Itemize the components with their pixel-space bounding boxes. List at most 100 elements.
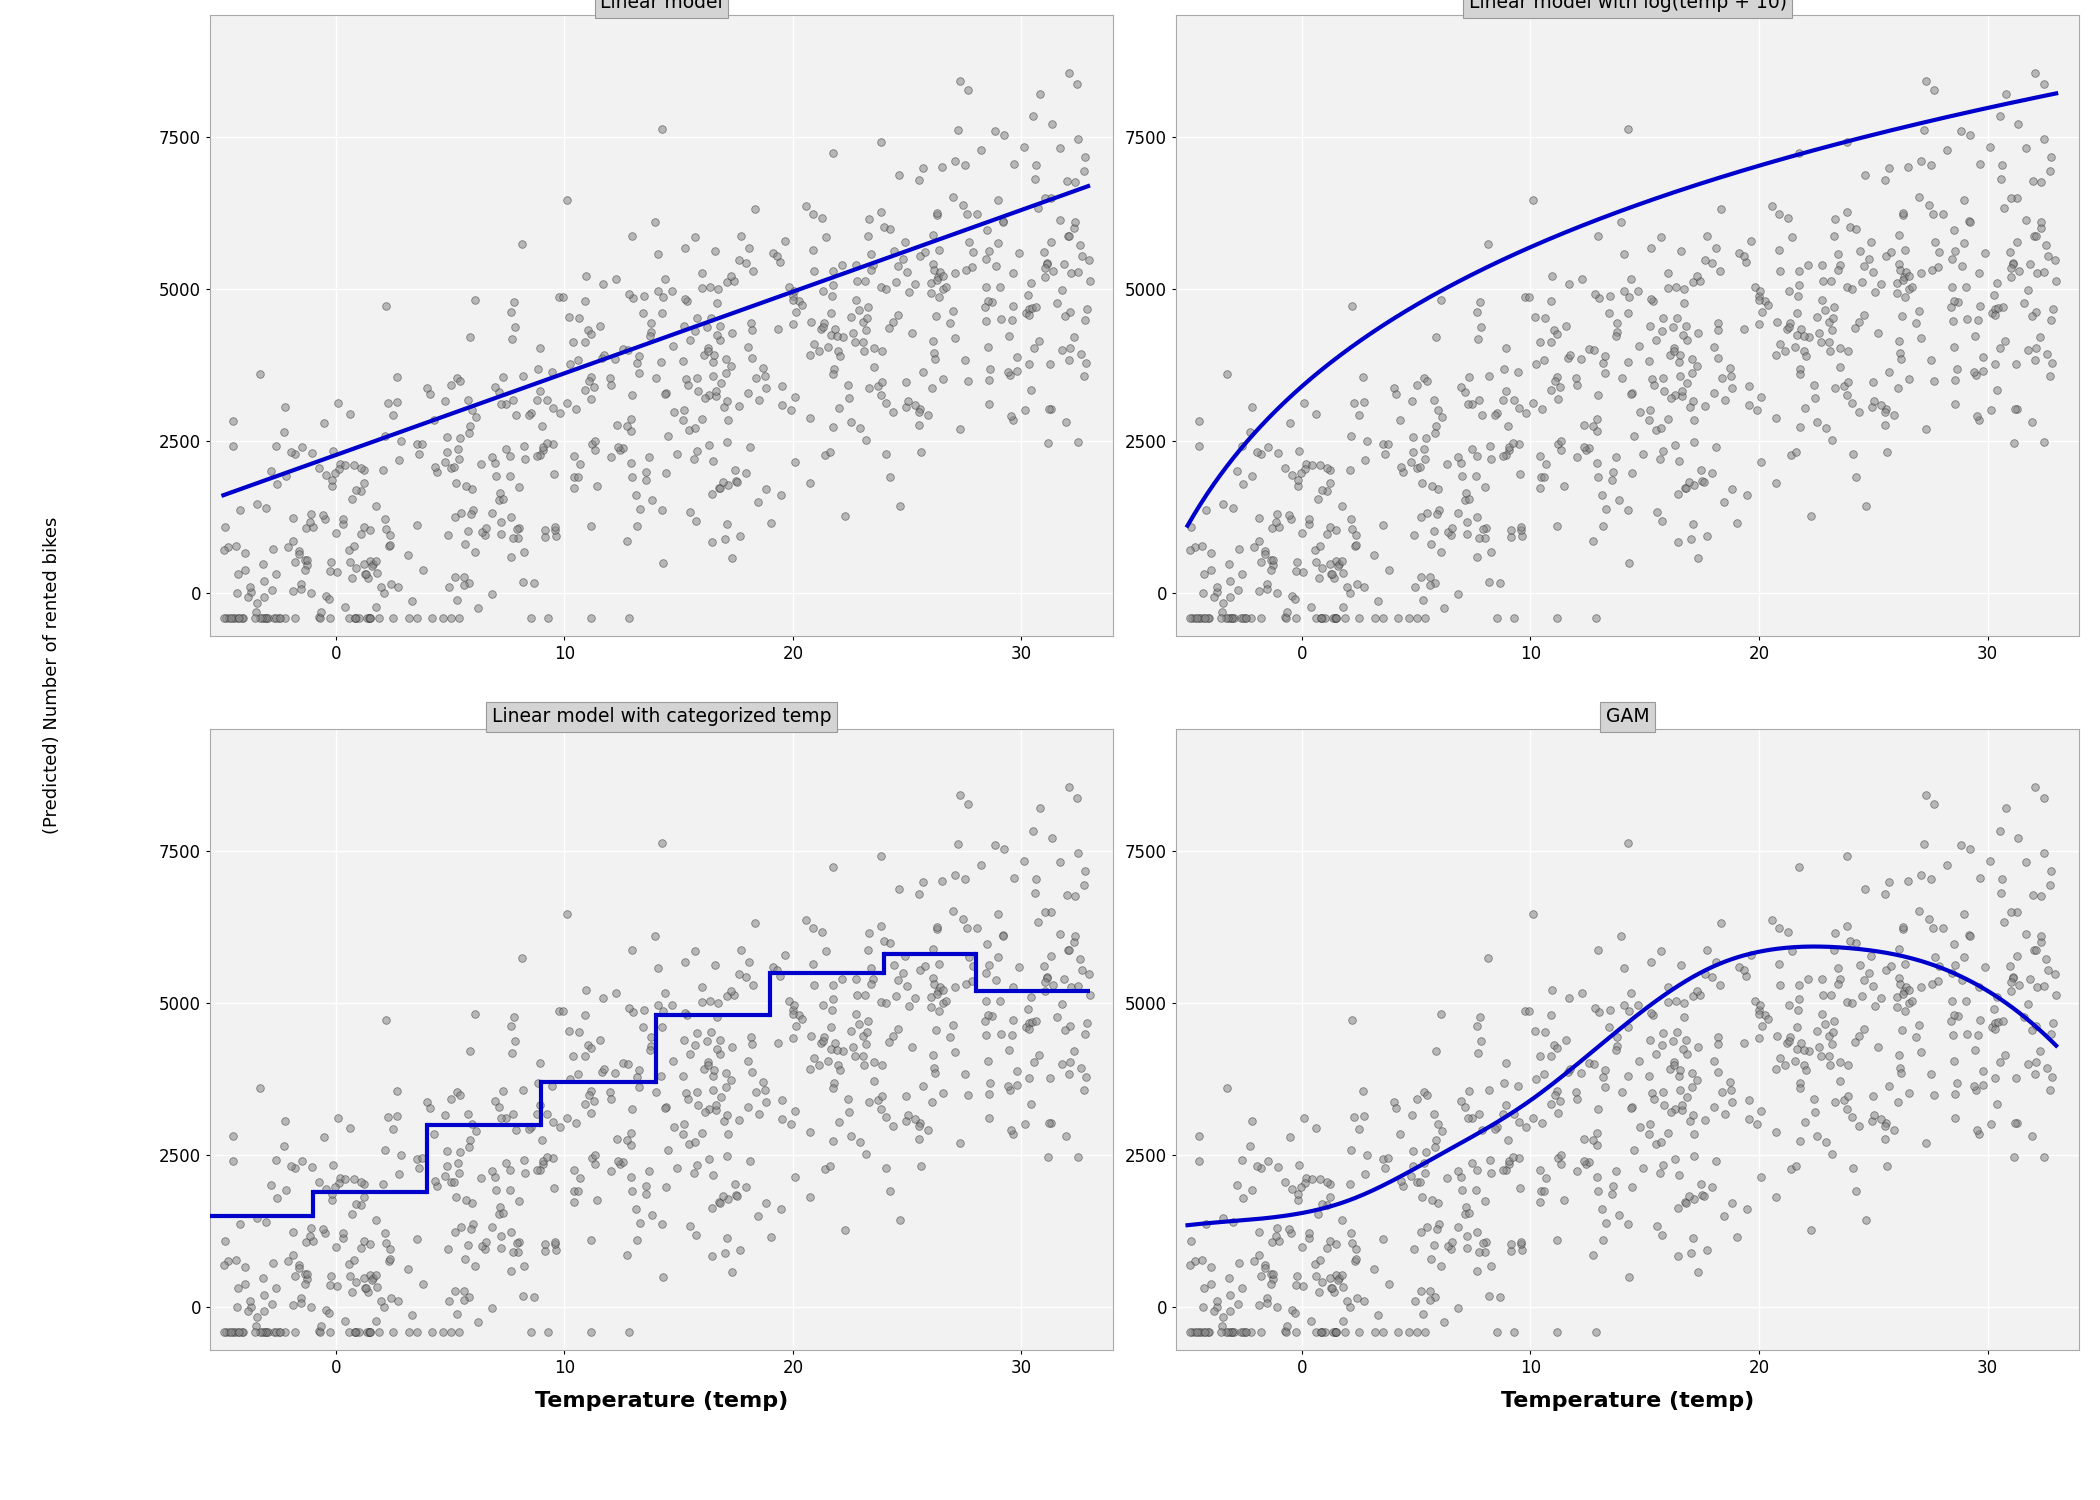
Point <box>712 1122 746 1146</box>
Point <box>880 969 914 993</box>
Point <box>1905 975 1938 999</box>
Point <box>225 606 258 630</box>
Point <box>972 393 1006 417</box>
Point <box>1890 261 1924 285</box>
Point <box>1961 975 1995 999</box>
Point <box>855 242 888 266</box>
Point <box>1783 260 1816 284</box>
Point <box>1774 442 1808 466</box>
Point <box>2029 232 2062 256</box>
Point <box>645 302 678 326</box>
Point <box>1228 1320 1262 1344</box>
Point <box>995 261 1029 285</box>
Point <box>262 1320 296 1344</box>
Point <box>1315 1276 1348 1300</box>
Point <box>1644 1130 1678 1154</box>
Point <box>1888 999 1922 1023</box>
Point <box>216 435 250 459</box>
Point <box>979 118 1012 142</box>
Point <box>1317 566 1350 590</box>
Point <box>1814 270 1848 294</box>
Point <box>756 956 790 980</box>
Point <box>1441 582 1474 606</box>
Point <box>1522 1044 1556 1068</box>
Point <box>1779 1154 1812 1178</box>
Point <box>271 1250 304 1274</box>
Point <box>777 1026 811 1050</box>
Point <box>1451 1107 1485 1131</box>
Point <box>1940 291 1974 315</box>
Point <box>981 231 1014 255</box>
Point <box>947 153 981 177</box>
Point <box>242 591 275 615</box>
Point <box>1579 1320 1613 1344</box>
Point <box>517 1284 550 1308</box>
Point <box>2026 1144 2060 1168</box>
Point <box>1756 908 1789 932</box>
Point <box>1676 346 1709 370</box>
Point <box>494 1014 527 1038</box>
Point <box>1703 972 1737 996</box>
Point <box>1050 170 1084 194</box>
Point <box>1060 72 1094 96</box>
Point <box>384 429 418 453</box>
Point <box>974 291 1008 315</box>
Point <box>338 1248 372 1272</box>
Point <box>1816 939 1850 963</box>
Point <box>1067 159 1100 183</box>
Point <box>1174 1252 1208 1276</box>
Point <box>1527 1179 1560 1203</box>
Point <box>1949 988 1982 1012</box>
Point <box>1978 1011 2012 1035</box>
Point <box>1581 1096 1615 1120</box>
Point <box>1800 410 1833 434</box>
Point <box>1199 574 1233 598</box>
Point <box>1418 388 1451 412</box>
Point <box>1418 1286 1451 1310</box>
Point <box>2001 1112 2035 1136</box>
Point <box>1535 378 1569 402</box>
Point <box>1300 550 1334 574</box>
Point <box>382 574 416 598</box>
Point <box>722 394 756 418</box>
Point <box>1441 501 1474 525</box>
Point <box>1279 1320 1312 1344</box>
Point <box>1407 366 1441 390</box>
Point <box>233 1288 267 1312</box>
Point <box>1688 1108 1722 1132</box>
Point <box>1783 273 1816 297</box>
Point <box>855 956 888 980</box>
Point <box>258 561 292 585</box>
Point <box>1661 531 1695 555</box>
Point <box>512 1118 546 1142</box>
Point <box>1304 477 1338 501</box>
Point <box>865 276 899 300</box>
Point <box>1466 1118 1499 1142</box>
Point <box>1760 1058 1793 1082</box>
Point <box>1909 69 1943 93</box>
Point <box>433 1290 466 1314</box>
Point <box>214 1320 248 1344</box>
Point <box>714 264 748 288</box>
Point <box>1781 1016 1814 1040</box>
Point <box>1581 1120 1615 1144</box>
Point <box>1445 375 1478 399</box>
Point <box>1982 105 2016 129</box>
Point <box>1922 954 1955 978</box>
Point <box>848 1142 882 1166</box>
Point <box>706 470 739 494</box>
Point <box>1031 1146 1065 1170</box>
Point <box>523 336 556 360</box>
Point <box>1312 1173 1346 1197</box>
Point <box>1256 1268 1289 1292</box>
Point <box>1974 398 2008 422</box>
Point <box>1510 400 1544 424</box>
Point <box>1023 328 1056 352</box>
Point <box>699 1098 733 1122</box>
Point <box>433 574 466 598</box>
Point <box>296 441 330 465</box>
Point <box>970 274 1004 298</box>
Point <box>878 238 911 262</box>
Point <box>1409 1140 1443 1164</box>
Point <box>1262 516 1296 540</box>
